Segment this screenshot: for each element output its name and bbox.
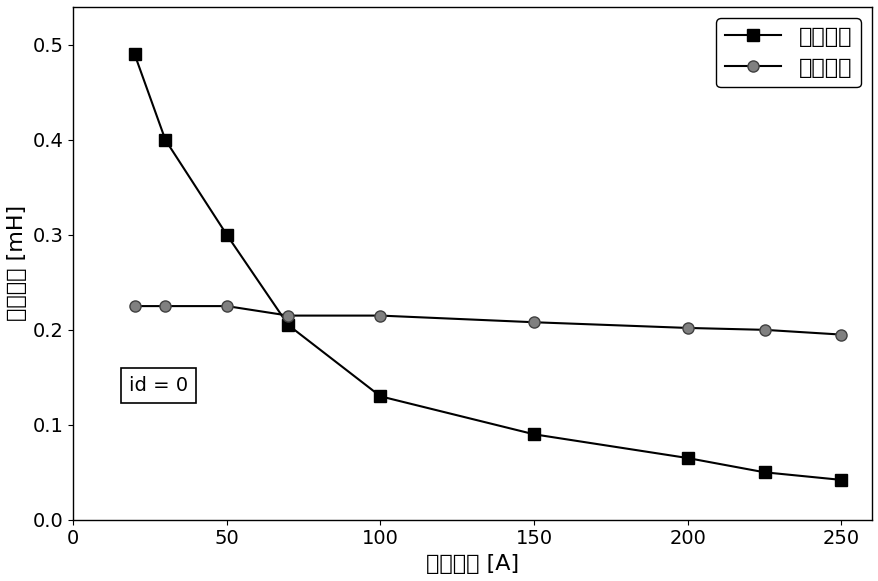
Legend: 直轴电感, 交轴电感: 直轴电感, 交轴电感 [716, 18, 860, 87]
X-axis label: 电枢电流 [A]: 电枢电流 [A] [426, 554, 519, 574]
Y-axis label: 电感参数 [mH]: 电感参数 [mH] [7, 205, 27, 321]
Text: id = 0: id = 0 [129, 376, 188, 395]
